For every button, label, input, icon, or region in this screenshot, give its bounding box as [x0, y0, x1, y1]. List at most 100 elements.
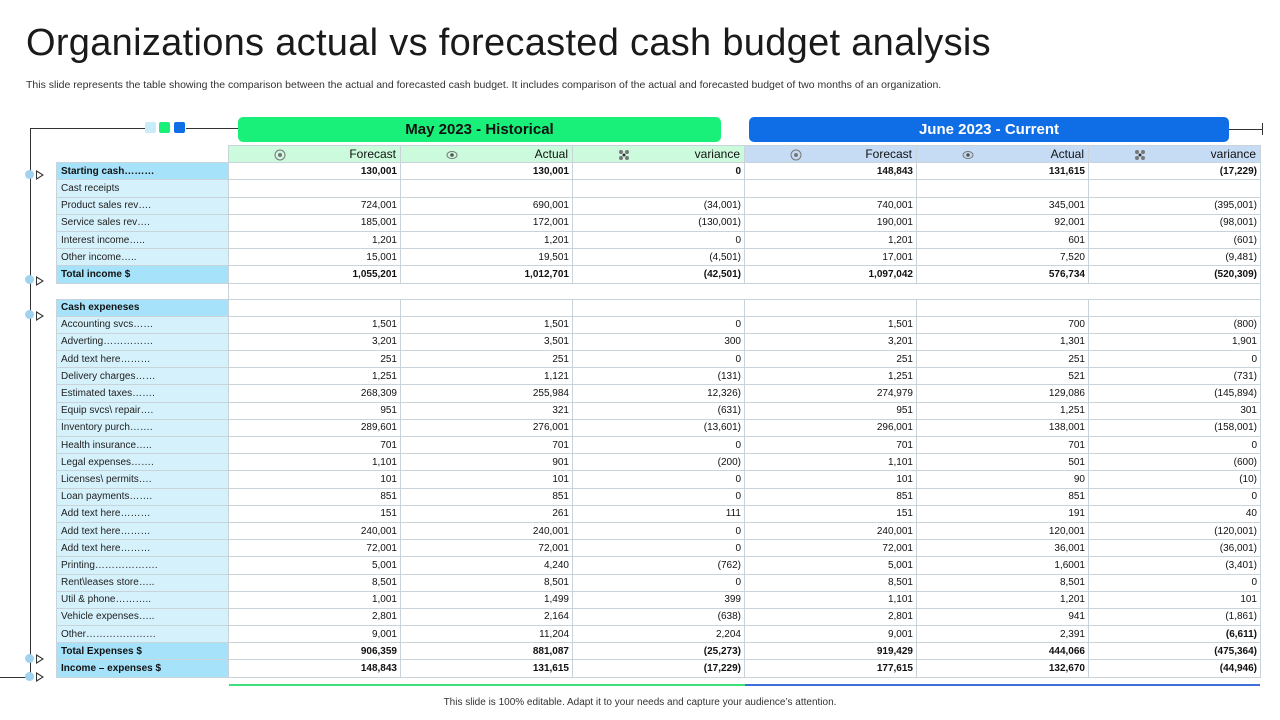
value-cell: (42,501) [572, 265, 745, 284]
connector-top-line [30, 128, 146, 129]
legend-square-green [159, 122, 170, 133]
value-cell: 15,001 [228, 248, 401, 267]
value-cell: 740,001 [744, 196, 917, 215]
value-cell: 700 [916, 315, 1089, 334]
value-cell: 0 [572, 470, 745, 489]
row-label: Printing………………. [56, 556, 229, 575]
value-cell: (9,481) [1088, 248, 1261, 267]
value-cell: 151 [744, 504, 917, 523]
row-label: Other………………… [56, 625, 229, 644]
value-cell: (4,501) [572, 248, 745, 267]
table-row: Legal expenses……. 1,101 901 (200) 1,101 501 (6… [56, 453, 1261, 472]
value-cell: 0 [572, 230, 745, 250]
value-cell: 0 [1088, 487, 1261, 506]
row-label: Total income $ [56, 265, 229, 284]
value-cell: 701 [916, 435, 1089, 455]
value-cell: 261 [400, 504, 573, 523]
value-cell: (600) [1088, 453, 1261, 472]
eye-icon [962, 151, 974, 159]
value-cell: (17,229) [1088, 162, 1261, 181]
value-cell: 3,201 [744, 332, 917, 352]
value-cell: 9,001 [228, 625, 401, 644]
value-cell: 101 [228, 470, 401, 489]
legend-square-blue [174, 122, 185, 133]
value-cell: 0 [1088, 573, 1261, 592]
column-header: Actual [400, 144, 573, 164]
value-cell: 0 [572, 487, 745, 506]
value-cell: (25,273) [572, 642, 745, 661]
value-cell [228, 298, 401, 317]
row-label: Loan payments……. [56, 487, 229, 506]
value-cell: 72,001 [228, 539, 401, 558]
value-cell: 120,001 [916, 521, 1089, 541]
row-label [57, 283, 229, 299]
connector-bottom-line [0, 677, 30, 678]
column-header: Forecast [744, 144, 917, 164]
value-cell: 296,001 [744, 418, 917, 438]
value-cell: 951 [228, 401, 401, 420]
value-cell: 190,001 [744, 213, 917, 232]
value-cell: 8,501 [400, 573, 573, 592]
value-cell: 1,501 [744, 315, 917, 334]
value-cell: 941 [916, 607, 1089, 627]
value-cell: 301 [1088, 401, 1261, 420]
value-cell: (145,894) [1088, 384, 1261, 403]
row-marker-arrow [36, 654, 44, 664]
table-row: Rent\leases store….. 8,501 8,501 0 8,501 8,50… [56, 573, 1261, 592]
value-cell: 1,201 [228, 230, 401, 250]
value-cell: 1,201 [916, 590, 1089, 609]
value-cell: 0 [572, 162, 745, 181]
table-row: Loan payments……. 851 851 0 851 851 0 [56, 487, 1261, 506]
row-label: Service sales rev…. [56, 213, 229, 232]
column-header-row: Forecast Actual variance Forecast Actual… [57, 144, 1261, 164]
row-label: Add text here……… [56, 521, 229, 541]
value-cell: 1,301 [916, 332, 1089, 352]
column-header-label: variance [694, 147, 740, 162]
row-marker-dot [25, 275, 34, 284]
value-cell [400, 298, 573, 317]
historical-underline [229, 684, 745, 686]
value-cell: 19,501 [400, 248, 573, 267]
value-cell [572, 298, 745, 317]
table-row: Add text here……… 151 261 111 151 191 40 [56, 504, 1261, 523]
connector-right-tick [1262, 123, 1263, 135]
row-marker-dot [25, 654, 34, 663]
table-row: Total income $1,055,201 1,012,701 (42,501)… [56, 265, 1261, 284]
value-cell: 101 [1088, 590, 1261, 609]
value-cell: 251 [228, 350, 401, 369]
value-cell [744, 179, 917, 198]
value-cell: 345,001 [916, 196, 1089, 215]
value-cell: 0 [572, 350, 745, 369]
value-cell: 3,501 [400, 332, 573, 352]
value-cell: 501 [916, 453, 1089, 472]
value-cell: (17,229) [572, 659, 745, 678]
value-cell: 138,001 [916, 418, 1089, 438]
value-cell: (34,001) [572, 196, 745, 215]
value-cell [1088, 298, 1261, 317]
table-row: Add text here……… 240,001 240,001 0 240,001 12… [56, 521, 1261, 541]
value-cell: 0 [572, 315, 745, 334]
value-cell: 90 [916, 470, 1089, 489]
value-cell: 601 [916, 230, 1089, 250]
value-cell: 901 [400, 453, 573, 472]
row-label: Adverting…………… [56, 332, 229, 352]
value-cell: 17,001 [744, 248, 917, 267]
value-cell: 2,164 [400, 607, 573, 627]
value-cell: 1,101 [228, 453, 401, 472]
value-cell: 131,615 [400, 659, 573, 678]
value-cell: 1,001 [228, 590, 401, 609]
row-label: Cast receipts [56, 179, 229, 198]
value-cell: (638) [572, 607, 745, 627]
value-cell: 9,001 [744, 625, 917, 644]
row-marker-dot [25, 672, 34, 681]
value-cell: 240,001 [400, 521, 573, 541]
value-cell: 8,501 [228, 573, 401, 592]
row-label: Equip svcs\ repair…. [56, 401, 229, 420]
value-cell [744, 298, 917, 317]
value-cell: (601) [1088, 230, 1261, 250]
row-label: Inventory purch……. [56, 418, 229, 438]
value-cell: 131,615 [916, 162, 1089, 181]
value-cell: 724,001 [228, 196, 401, 215]
value-cell [1088, 179, 1261, 198]
value-cell: 1,501 [400, 315, 573, 334]
